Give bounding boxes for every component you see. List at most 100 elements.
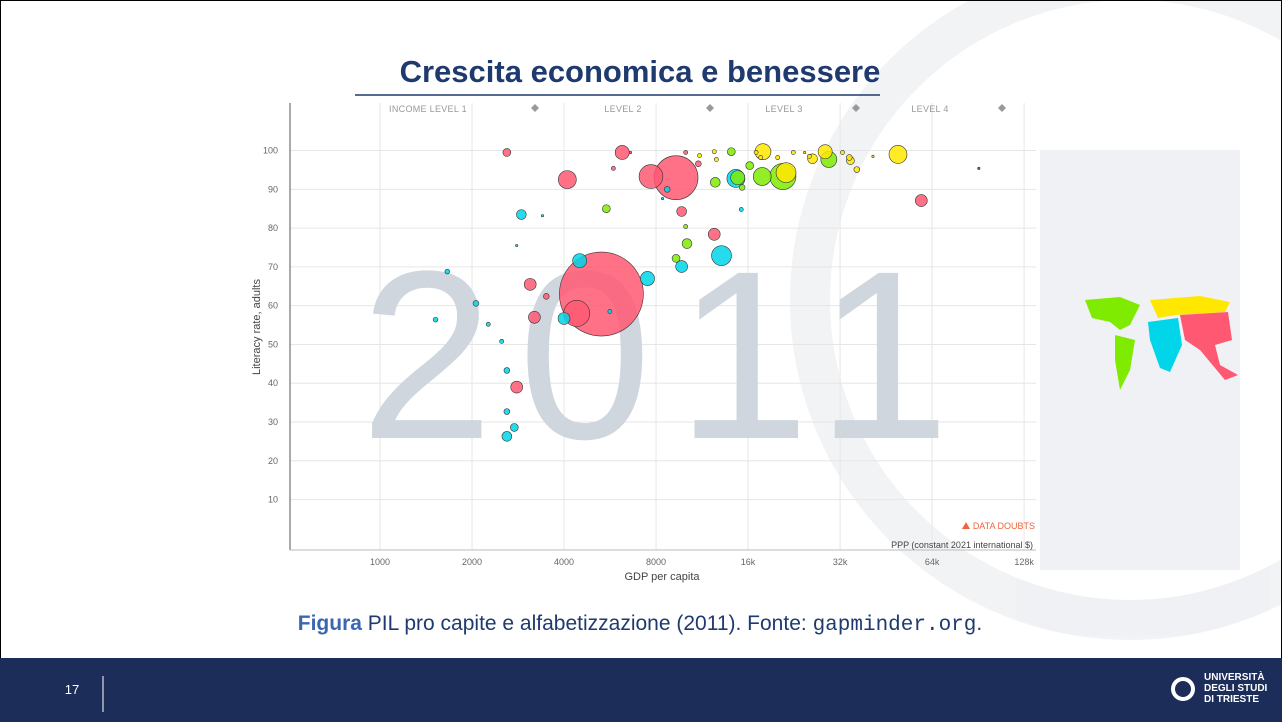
- y-tick-label: 70: [268, 262, 278, 272]
- bubble: [710, 177, 721, 188]
- bubble: [730, 170, 746, 186]
- bubble: [853, 166, 861, 173]
- bubble: [629, 150, 633, 154]
- bubble: [840, 150, 845, 155]
- bubble: [775, 162, 797, 183]
- bubble: [510, 423, 519, 432]
- bubble: [516, 209, 527, 220]
- x-tick-label: 16k: [741, 557, 756, 567]
- bubble: [501, 431, 513, 442]
- bubble: [638, 164, 664, 189]
- y-tick-label: 40: [268, 378, 278, 388]
- bubble: [607, 309, 613, 314]
- bubble: [683, 150, 689, 155]
- bubble: [543, 293, 550, 300]
- bubble: [753, 150, 759, 155]
- caption-source: gapminder.org: [813, 614, 977, 637]
- x-tick-label: 8000: [646, 557, 666, 567]
- bubble: [676, 206, 687, 217]
- caption-text: PIL pro capite e alfabetizzazione (2011)…: [368, 612, 807, 635]
- logo-line: UNIVERSITÀ: [1204, 670, 1265, 683]
- bubble: [707, 228, 721, 241]
- bubble: [540, 214, 544, 218]
- y-tick-label: 30: [268, 417, 278, 427]
- x-tick-label: 32k: [833, 557, 848, 567]
- level-markers: [531, 104, 1006, 112]
- y-tick-label: 60: [268, 301, 278, 311]
- y-tick-label: 80: [268, 223, 278, 233]
- x-unit-note: PPP (constant 2021 international $): [891, 540, 1033, 550]
- bubble: [499, 338, 505, 344]
- bubble: [661, 197, 665, 201]
- caption-end: .: [976, 612, 982, 635]
- y-tick-label: 100: [263, 146, 278, 156]
- bubble: [675, 260, 688, 273]
- x-tick-label: 1000: [370, 557, 390, 567]
- bubble: [697, 153, 702, 158]
- bubble: [846, 154, 853, 161]
- bubble: [663, 186, 671, 193]
- bubble: [444, 268, 450, 275]
- warning-icon: [962, 522, 970, 529]
- y-tick-label: 90: [268, 184, 278, 194]
- y-tick-label: 50: [268, 339, 278, 349]
- caption-label: Figura: [298, 612, 362, 635]
- footer: [0, 658, 1282, 722]
- income-level: LEVEL 3: [765, 104, 802, 114]
- x-tick-label: 64k: [925, 557, 940, 567]
- y-tick-label: 20: [268, 456, 278, 466]
- bubble: [758, 155, 764, 160]
- bubble: [503, 408, 511, 415]
- bubble: [775, 155, 781, 160]
- bubble: [738, 207, 744, 212]
- bubble: [745, 161, 754, 170]
- bubble: [640, 271, 655, 286]
- bubble: [683, 224, 689, 229]
- bubble: [515, 244, 519, 248]
- logo-line: DEGLI STUDI: [1204, 683, 1268, 694]
- bubble: [888, 145, 908, 164]
- bubble: [472, 300, 480, 307]
- x-tick-label: 128k: [1014, 557, 1034, 567]
- bubble: [528, 311, 541, 324]
- bubble: [915, 194, 928, 207]
- bubble: [817, 144, 833, 160]
- x-tick-label: 4000: [554, 557, 574, 567]
- y-tick-label: 10: [268, 495, 278, 505]
- income-level: LEVEL 4: [911, 104, 948, 114]
- data-doubts[interactable]: DATA DOUBTS: [973, 521, 1035, 531]
- bubble: [803, 150, 807, 154]
- bubble: [807, 153, 812, 159]
- bubble: [671, 254, 681, 263]
- logo-line: DI TRIESTE: [1204, 694, 1259, 705]
- x-tick-label: 2000: [462, 557, 482, 567]
- bubble: [713, 157, 719, 162]
- x-axis-label: GDP per capita: [624, 571, 700, 583]
- bubble: [558, 170, 577, 189]
- bubble: [557, 312, 571, 325]
- watermark: [790, 0, 1282, 640]
- bubble: [790, 150, 796, 155]
- bubble: [711, 149, 717, 155]
- income-level: INCOME LEVEL 1: [389, 104, 467, 114]
- bubble: [432, 316, 439, 323]
- page-number: 17: [65, 682, 79, 697]
- bubble: [711, 245, 732, 266]
- y-axis-label: Literacy rate, adults: [251, 279, 263, 375]
- bubble: [614, 145, 630, 160]
- bubble: [695, 160, 702, 167]
- slide-title: Crescita economica e benessere: [400, 54, 881, 89]
- bubble: [503, 367, 511, 374]
- bubble: [523, 278, 537, 291]
- bubble: [752, 167, 772, 186]
- world-map: [1085, 296, 1238, 390]
- bubble: [485, 321, 491, 327]
- caption: Figura PIL pro capite e alfabetizzazione…: [298, 612, 982, 637]
- bubble: [738, 184, 746, 191]
- bubble: [572, 253, 588, 269]
- bubble: [727, 147, 736, 156]
- income-level: LEVEL 2: [604, 104, 641, 114]
- bubble: [681, 238, 693, 249]
